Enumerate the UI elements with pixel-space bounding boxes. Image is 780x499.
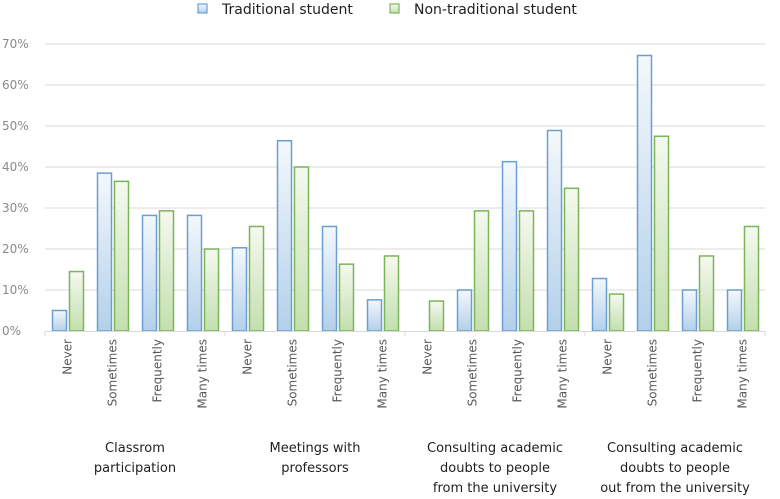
- category-label: Never: [61, 339, 75, 375]
- bar-non-traditional: [518, 210, 535, 332]
- bar-non-traditional: [338, 263, 355, 332]
- legend-swatch: [197, 3, 208, 14]
- legend-label: Traditional student: [221, 2, 353, 18]
- bar-non-traditional: [428, 300, 445, 332]
- bar-non-traditional: [293, 166, 310, 332]
- bar-traditional: [501, 160, 518, 332]
- bar-non-traditional: [248, 225, 265, 332]
- group-label: Meetings with professors: [270, 441, 361, 476]
- y-tick-label: 70%: [2, 37, 29, 51]
- bar-non-traditional: [653, 135, 670, 332]
- bar-non-traditional: [113, 180, 130, 332]
- bar-non-traditional: [203, 248, 220, 332]
- group-label-line: professors: [281, 461, 349, 476]
- category-label: Sometimes: [466, 339, 480, 406]
- bar-traditional: [681, 289, 698, 332]
- bar-non-traditional: [608, 293, 625, 332]
- y-tick-label: 60%: [2, 78, 29, 92]
- bar-traditional: [456, 289, 473, 332]
- category-label: Frequently: [151, 339, 165, 402]
- category-label: Frequently: [691, 339, 705, 402]
- bar-non-traditional: [473, 210, 490, 332]
- category-label: Many times: [376, 339, 390, 409]
- bar-traditional: [546, 129, 563, 332]
- category-label: Sometimes: [646, 339, 660, 406]
- category-label: Many times: [556, 339, 570, 409]
- x-axis: [44, 331, 766, 336]
- legend-label: Non-traditional student: [414, 2, 577, 18]
- group-label-line: from the university: [433, 481, 557, 496]
- group-label-line: out from the university: [600, 481, 750, 496]
- group-label: Consulting academic doubts to people from …: [427, 441, 563, 496]
- category-label: Many times: [736, 339, 750, 409]
- group-label: Classrom participation: [94, 441, 176, 476]
- legend-swatch: [389, 3, 400, 14]
- bar-non-traditional: [698, 255, 715, 332]
- group-labels: Classrom participation Meetings with profes…: [94, 441, 750, 496]
- bar-non-traditional: [383, 255, 400, 332]
- category-label: Frequently: [331, 339, 345, 402]
- y-tick-label: 0%: [2, 324, 21, 338]
- category-label: Sometimes: [286, 339, 300, 406]
- group-label: Consulting academic doubts to people out f…: [600, 441, 750, 496]
- y-tick-label: 10%: [2, 283, 29, 297]
- group-label-line: doubts to people: [440, 461, 550, 476]
- bar-traditional: [591, 277, 608, 332]
- category-label: Never: [601, 339, 615, 375]
- category-label: Many times: [196, 339, 210, 409]
- bar-non-traditional: [68, 270, 85, 332]
- bar-non-traditional: [743, 225, 760, 332]
- y-axis-ticks: 0% 10% 20% 30% 40% 50% 60% 70%: [2, 37, 29, 338]
- group-label-line: Classrom: [105, 441, 165, 456]
- legend: Traditional student Non-traditional stude…: [197, 2, 577, 18]
- bar-traditional: [636, 54, 653, 332]
- bar-non-traditional: [563, 187, 580, 332]
- bar-traditional: [96, 172, 113, 332]
- bar-traditional: [276, 140, 293, 332]
- bar-traditional: [141, 214, 158, 332]
- group-label-line: participation: [94, 461, 176, 476]
- group-label-line: Consulting academic: [427, 441, 563, 456]
- bar-traditional: [321, 225, 338, 332]
- bar-traditional: [51, 309, 68, 332]
- group-label-line: Meetings with: [270, 441, 361, 456]
- category-label: Sometimes: [106, 339, 120, 406]
- y-tick-label: 50%: [2, 119, 29, 133]
- category-label: Frequently: [511, 339, 525, 402]
- category-label: Never: [421, 339, 435, 375]
- bar-traditional: [231, 247, 248, 332]
- y-tick-label: 30%: [2, 201, 29, 215]
- group-label-line: Consulting academic: [607, 441, 743, 456]
- y-tick-label: 40%: [2, 160, 29, 174]
- bar-traditional: [366, 299, 383, 332]
- bar-traditional: [726, 289, 743, 332]
- group-label-line: doubts to people: [620, 461, 730, 476]
- bar-non-traditional: [158, 210, 175, 332]
- category-labels: Never Sometimes Frequently Many times Never S…: [61, 339, 750, 409]
- bar-traditional: [186, 214, 203, 332]
- bars: [51, 54, 760, 332]
- y-tick-label: 20%: [2, 242, 29, 256]
- category-label: Never: [241, 339, 255, 375]
